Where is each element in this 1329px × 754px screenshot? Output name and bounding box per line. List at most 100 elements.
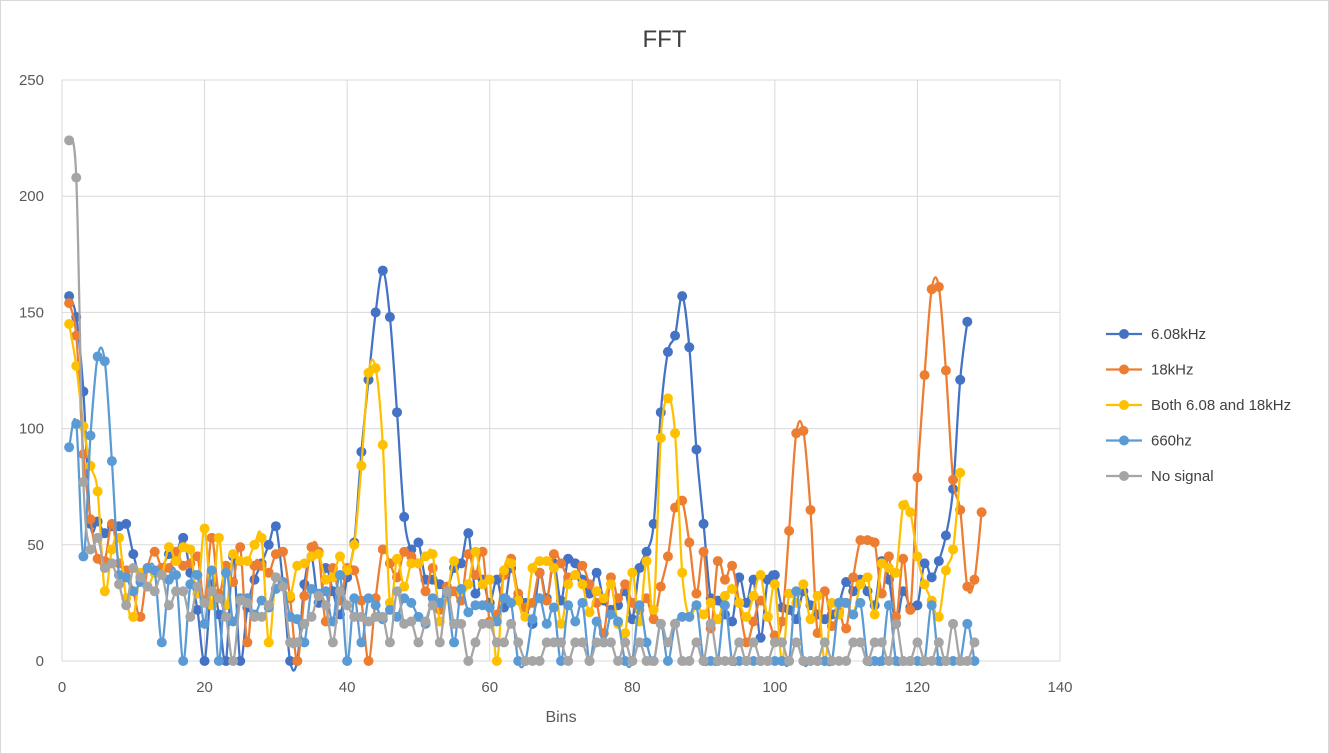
data-point (719, 590, 730, 601)
data-point (905, 604, 916, 615)
data-point (826, 597, 837, 608)
data-point (128, 563, 139, 574)
data-point (869, 609, 880, 620)
data-point (206, 532, 217, 543)
data-point (249, 560, 260, 571)
data-point (427, 563, 438, 574)
data-point (363, 593, 374, 604)
data-point (962, 656, 973, 666)
data-point (178, 532, 189, 543)
data-point (577, 579, 588, 590)
data-point (477, 546, 488, 557)
data-point (641, 637, 652, 648)
data-point (855, 579, 866, 590)
data-point (698, 656, 709, 666)
data-point (249, 611, 260, 622)
data-point (370, 611, 381, 622)
data-point (491, 574, 502, 585)
data-point (299, 637, 310, 648)
data-point (834, 609, 845, 620)
legend-label: 18kHz (1151, 362, 1194, 379)
legend-marker (1119, 329, 1129, 339)
data-point (848, 609, 859, 620)
data-point (463, 579, 474, 590)
data-point (641, 656, 652, 666)
data-point (926, 600, 937, 611)
data-point (748, 616, 759, 627)
x-axis-label: Bins (545, 709, 576, 726)
data-point (940, 565, 951, 576)
data-point (834, 597, 845, 608)
data-point (648, 614, 659, 625)
data-point (470, 637, 481, 648)
data-point (149, 565, 160, 576)
data-point (242, 637, 253, 648)
data-point (335, 570, 346, 581)
x-tick-label: 80 (624, 679, 641, 696)
data-point (969, 637, 980, 648)
data-point (235, 542, 246, 553)
data-point (220, 560, 231, 571)
legend-label: 6.08kHz (1151, 326, 1206, 343)
gridlines (61, 79, 1061, 662)
data-point (805, 656, 816, 666)
chart-title: FFT (642, 26, 687, 53)
legend-label: 660hz (1151, 433, 1192, 450)
data-point (277, 581, 288, 592)
data-point (463, 656, 474, 666)
data-point (933, 611, 944, 622)
data-point (71, 418, 82, 429)
legend-label: No signal (1151, 468, 1214, 485)
data-point (698, 609, 709, 620)
data-point (99, 586, 110, 597)
data-point (192, 581, 203, 592)
data-point (320, 586, 331, 597)
data-point (513, 656, 524, 666)
data-point (648, 518, 659, 529)
data-point (976, 507, 987, 518)
data-point (719, 574, 730, 585)
data-point (955, 656, 966, 666)
data-point (92, 351, 103, 362)
data-point (755, 656, 766, 666)
data-point (684, 611, 695, 622)
data-point (727, 656, 738, 666)
data-point (106, 544, 117, 555)
data-point (819, 637, 830, 648)
data-point (627, 656, 638, 666)
data-point (171, 570, 182, 581)
data-point (220, 567, 231, 578)
data-point (762, 574, 773, 585)
data-point (534, 556, 545, 567)
data-point (948, 618, 959, 629)
data-point (891, 611, 902, 622)
data-point (434, 637, 445, 648)
data-point (662, 346, 673, 357)
data-point (940, 656, 951, 666)
data-point (769, 656, 780, 666)
data-point (563, 553, 574, 564)
data-point (99, 563, 110, 574)
data-point (705, 597, 716, 608)
data-point (919, 579, 930, 590)
data-point (556, 558, 566, 569)
data-point (741, 656, 752, 666)
data-point (727, 560, 738, 571)
data-point (848, 586, 859, 597)
data-point (64, 291, 75, 302)
data-point (64, 319, 75, 330)
data-point (919, 656, 930, 666)
data-point (277, 546, 288, 557)
data-point (741, 611, 752, 622)
data-point (463, 528, 474, 539)
data-point (798, 656, 809, 666)
data-point (662, 393, 673, 404)
data-point (64, 135, 75, 146)
data-point (228, 549, 239, 560)
series-4 (64, 135, 980, 666)
y-tick-labels: 0 50 100 150 200 250 (19, 72, 44, 670)
data-point (691, 444, 702, 455)
data-point (862, 572, 873, 583)
data-point (135, 611, 146, 622)
